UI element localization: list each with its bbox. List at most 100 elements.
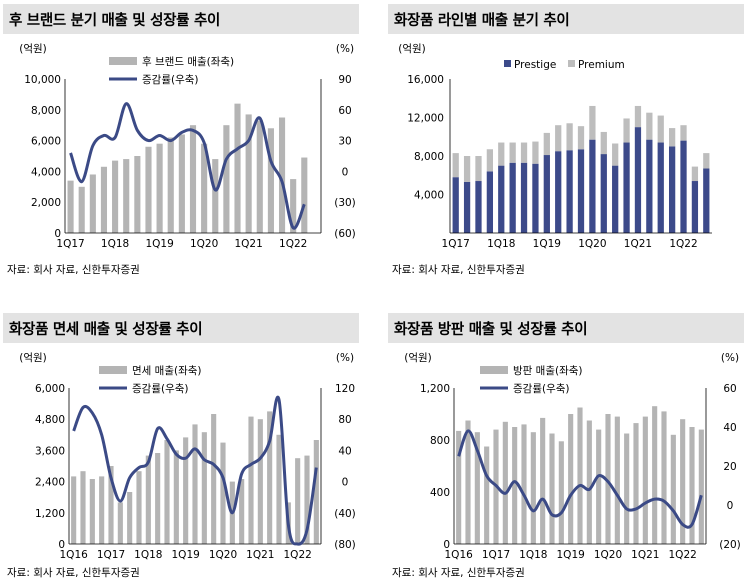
bar-prestige-3Q17 — [475, 181, 482, 233]
bar-2Q22 — [689, 427, 695, 544]
bar-2Q16 — [465, 420, 471, 544]
bar-premium-4Q17 — [486, 149, 494, 172]
bar-1Q20 — [201, 143, 208, 233]
bar-premium-2Q17 — [463, 156, 471, 182]
x-tick-label: 1Q21 — [624, 238, 652, 250]
y-tick-left: 6,000 — [35, 383, 65, 395]
chart-title-bar: 화장품 면세 매출 및 성장률 추이 — [3, 313, 359, 343]
y-tick-left: 3,600 — [35, 445, 65, 457]
legend-label-line: 증감률(우축) — [132, 383, 189, 395]
growth-rate-line — [69, 102, 306, 230]
chart-title: 화장품 라인별 매출 분기 추이 — [394, 13, 570, 29]
bar-2Q20 — [212, 159, 219, 233]
y-tick-left: 4,800 — [35, 414, 65, 426]
y-tick-left: 1,200 — [420, 383, 450, 395]
bar-3Q22 — [698, 429, 704, 544]
bar-prestige-2Q18 — [509, 162, 516, 233]
bar-premium-2Q18 — [509, 142, 516, 163]
y-tick-left: 12,000 — [407, 113, 444, 125]
left-axis-unit: (억원) — [398, 43, 426, 55]
chart-title-bar: 화장품 라인별 매출 분기 추이 — [388, 4, 744, 34]
bar-prestige-3Q19 — [566, 150, 573, 233]
bar-premium-3Q22 — [703, 153, 710, 169]
x-tick-label: 1Q22 — [669, 549, 697, 561]
bar-1Q22 — [290, 179, 297, 233]
bar-2Q18 — [540, 417, 546, 544]
y-tick-right: 40 — [338, 445, 351, 457]
bar-3Q19 — [201, 432, 207, 544]
chart-source: 자료: 회사 자료, 신한투자증권 — [392, 264, 525, 276]
bar-1Q20 — [605, 414, 611, 544]
chart-source: 자료: 회사 자료, 신한투자증권 — [7, 264, 140, 276]
bar-prestige-3Q21 — [657, 142, 664, 233]
bar-1Q19 — [156, 143, 163, 233]
x-tick-label: 1Q22 — [669, 238, 697, 250]
bar-1Q21 — [642, 416, 648, 544]
chart-source: 자료: 회사 자료, 신한투자증권 — [7, 567, 140, 579]
bar-premium-3Q21 — [657, 115, 664, 143]
x-tick-label: 1Q19 — [533, 238, 561, 250]
y-tick-right: 20 — [723, 461, 736, 473]
left-axis-unit: (억원) — [19, 43, 47, 55]
bar-prestige-3Q18 — [520, 162, 528, 233]
legend-swatch-prestige — [504, 60, 511, 67]
x-tick-label: 1Q18 — [101, 238, 129, 250]
chart-panel-cosmetics-line: 화장품 라인별 매출 분기 추이 (억원) 4,000 8,000 12,000 16,… — [388, 4, 744, 279]
bar-3Q16 — [474, 432, 480, 544]
y-tick-right: 80 — [338, 414, 351, 426]
x-tick-label: 1Q20 — [209, 549, 237, 561]
bar-premium-4Q20 — [623, 118, 630, 143]
y-tick-left: 8,000 — [414, 151, 444, 163]
right-axis-unit: (%) — [721, 352, 739, 364]
y-tick-left: 16,000 — [407, 74, 444, 86]
x-tick-label: 1Q21 — [234, 238, 262, 250]
legend-swatch-premium — [568, 60, 575, 67]
chart-title-bar: 후 브랜드 분기 매출 및 성장률 추이 — [3, 4, 359, 34]
x-tick-label: 1Q22 — [284, 549, 312, 561]
bar-2Q21 — [267, 411, 273, 544]
bar-4Q17 — [136, 471, 142, 544]
bar-2Q18 — [155, 453, 161, 544]
bar-premium-2Q21 — [646, 112, 653, 140]
bar-3Q19 — [178, 134, 185, 233]
legend-label-bar: 후 브랜드 매출(좌축) — [142, 56, 234, 68]
bar-2Q20 — [614, 416, 620, 544]
x-tick-label: 1Q21 — [631, 549, 659, 561]
legend-label-bar: 방판 매출(좌축) — [513, 365, 583, 377]
bar-premium-1Q22 — [680, 125, 687, 141]
bar-3Q17 — [512, 427, 518, 544]
left-axis-unit: (억원) — [19, 352, 47, 364]
bar-2Q19 — [577, 407, 583, 544]
y-tick-right: 0 — [727, 500, 734, 512]
growth-rate-line — [457, 429, 703, 529]
legend-label-line: 증감률(우축) — [142, 74, 199, 86]
bar-prestige-2Q21 — [646, 139, 653, 233]
bar-1Q19 — [183, 437, 189, 544]
chart-panel-hu-brand: 후 브랜드 분기 매출 및 성장률 추이 (억원) (%) 0 2,000 4,000 6… — [3, 4, 359, 279]
bar-prestige-1Q18 — [498, 165, 505, 233]
legend-swatch-bar — [109, 57, 137, 65]
bar-1Q17 — [108, 466, 114, 544]
y-tick-left: 0 — [443, 539, 450, 551]
bar-1Q21 — [245, 114, 252, 233]
left-axis-unit: (억원) — [404, 352, 432, 364]
bar-premium-1Q19 — [543, 132, 550, 156]
x-tick-label: 1Q17 — [56, 238, 84, 250]
bar-1Q19 — [568, 414, 574, 544]
bar-prestige-1Q21 — [634, 127, 642, 233]
x-tick-label: 1Q19 — [172, 549, 200, 561]
y-tick-right: 60 — [723, 383, 736, 395]
bar-4Q17 — [100, 166, 108, 233]
x-tick-label: 1Q18 — [134, 549, 162, 561]
chart-panel-door-to-door: 화장품 방판 매출 및 성장률 추이 (억원) (%) 0 400 800 1,200 (2… — [388, 313, 744, 585]
bar-2Q19 — [192, 424, 198, 544]
bar-3Q16 — [89, 479, 95, 544]
bar-2Q17 — [78, 186, 85, 233]
bar-2Q21 — [256, 120, 263, 233]
bar-premium-4Q19 — [577, 126, 585, 150]
bar-premium-3Q17 — [475, 156, 482, 182]
bar-1Q20 — [220, 442, 226, 544]
chart-title: 화장품 면세 매출 및 성장률 추이 — [9, 322, 203, 338]
bar-1Q17 — [67, 180, 74, 233]
legend-label-line: 증감률(우축) — [513, 383, 570, 395]
